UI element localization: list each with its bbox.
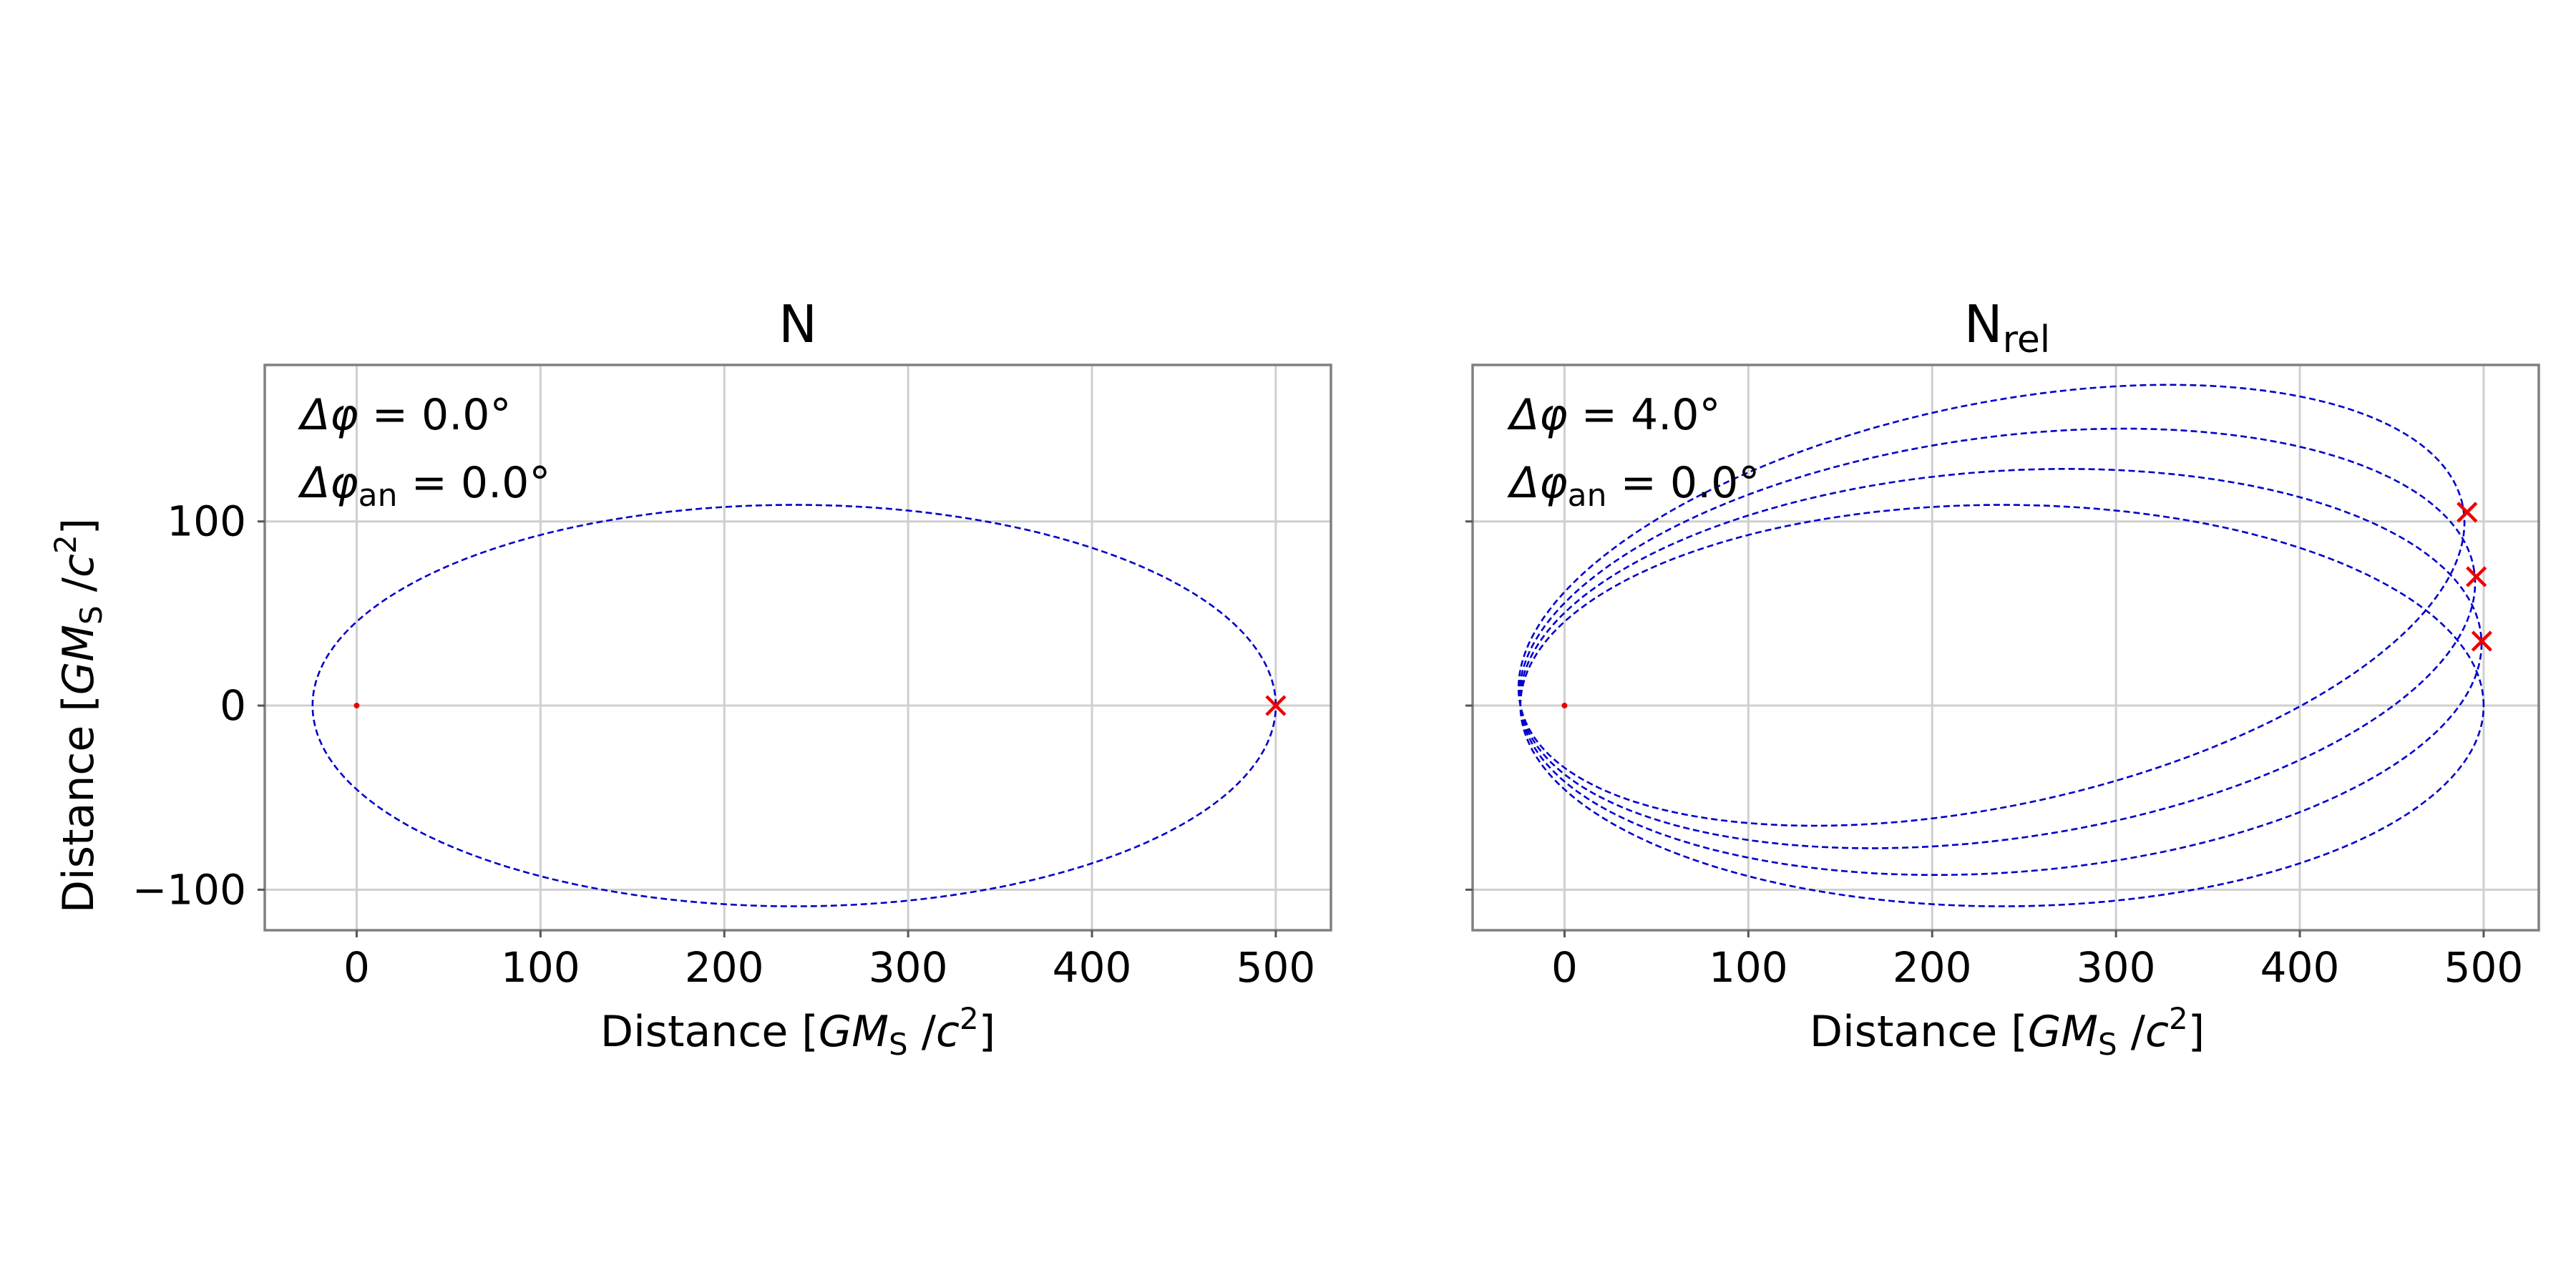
x-axis-label: Distance [GMS /c2] — [600, 1001, 995, 1062]
x-tick-label: 300 — [2077, 943, 2156, 992]
x-tick-label: 100 — [1709, 943, 1788, 992]
panel-relativistic: Nrel 0 100 200 300 400 500 Δφ = 4.0° Δφan = 0… — [1465, 294, 2540, 1062]
x-tick-label: 400 — [1053, 943, 1132, 992]
orbit-layer — [1517, 384, 2485, 907]
apoapsis-marker — [2457, 502, 2478, 523]
x-axis-label: Distance [GMS /c2] — [1810, 1001, 2205, 1062]
marker-layer — [353, 695, 1287, 716]
panel-newtonian: N 0 100 200 300 400 500 −100 0 100 Δφ = 0.0° Δφa… — [48, 294, 1332, 1062]
central-mass — [353, 703, 360, 709]
y-tick-label: −100 — [132, 865, 246, 914]
x-tick-label: 100 — [501, 943, 580, 992]
apoapsis-marker — [1265, 695, 1287, 716]
marker-layer — [1561, 502, 2492, 709]
grid — [1473, 365, 2539, 930]
y-tick-label: 100 — [167, 497, 246, 546]
central-mass — [1561, 703, 1568, 709]
plot-frame — [263, 364, 1332, 932]
x-tick-label: 200 — [685, 943, 764, 992]
orbit-layer — [311, 504, 1277, 907]
plot-frame — [1471, 364, 2540, 932]
tick-layer: 0 100 200 300 400 500 −100 0 100 — [132, 497, 1316, 992]
orbit-path — [311, 504, 1277, 907]
grid — [265, 365, 1331, 930]
x-tick-label: 0 — [1551, 943, 1578, 992]
x-tick-label: 0 — [343, 943, 370, 992]
orbit-path — [1517, 384, 2466, 827]
x-tick-label: 200 — [1893, 943, 1972, 992]
apoapsis-marker — [2466, 566, 2487, 587]
annotation-dphi-an: Δφan = 0.0° — [1507, 458, 1760, 514]
apoapsis-marker — [2471, 630, 2492, 652]
y-axis-label: Distance [GMS /c2] — [48, 518, 109, 913]
y-tick-label: 0 — [220, 681, 246, 730]
annotation-dphi: Δφ = 0.0° — [298, 390, 511, 440]
panel-title: N — [779, 294, 817, 354]
x-tick-label: 500 — [1236, 943, 1316, 992]
x-tick-label: 400 — [2260, 943, 2340, 992]
annotation-dphi: Δφ = 4.0° — [1507, 390, 1720, 440]
annotation-dphi-an: Δφan = 0.0° — [298, 458, 550, 514]
x-tick-label: 500 — [2444, 943, 2524, 992]
tick-layer: 0 100 200 300 400 500 — [1465, 520, 2524, 992]
panel-title: Nrel — [1964, 294, 2051, 361]
x-tick-label: 300 — [869, 943, 948, 992]
